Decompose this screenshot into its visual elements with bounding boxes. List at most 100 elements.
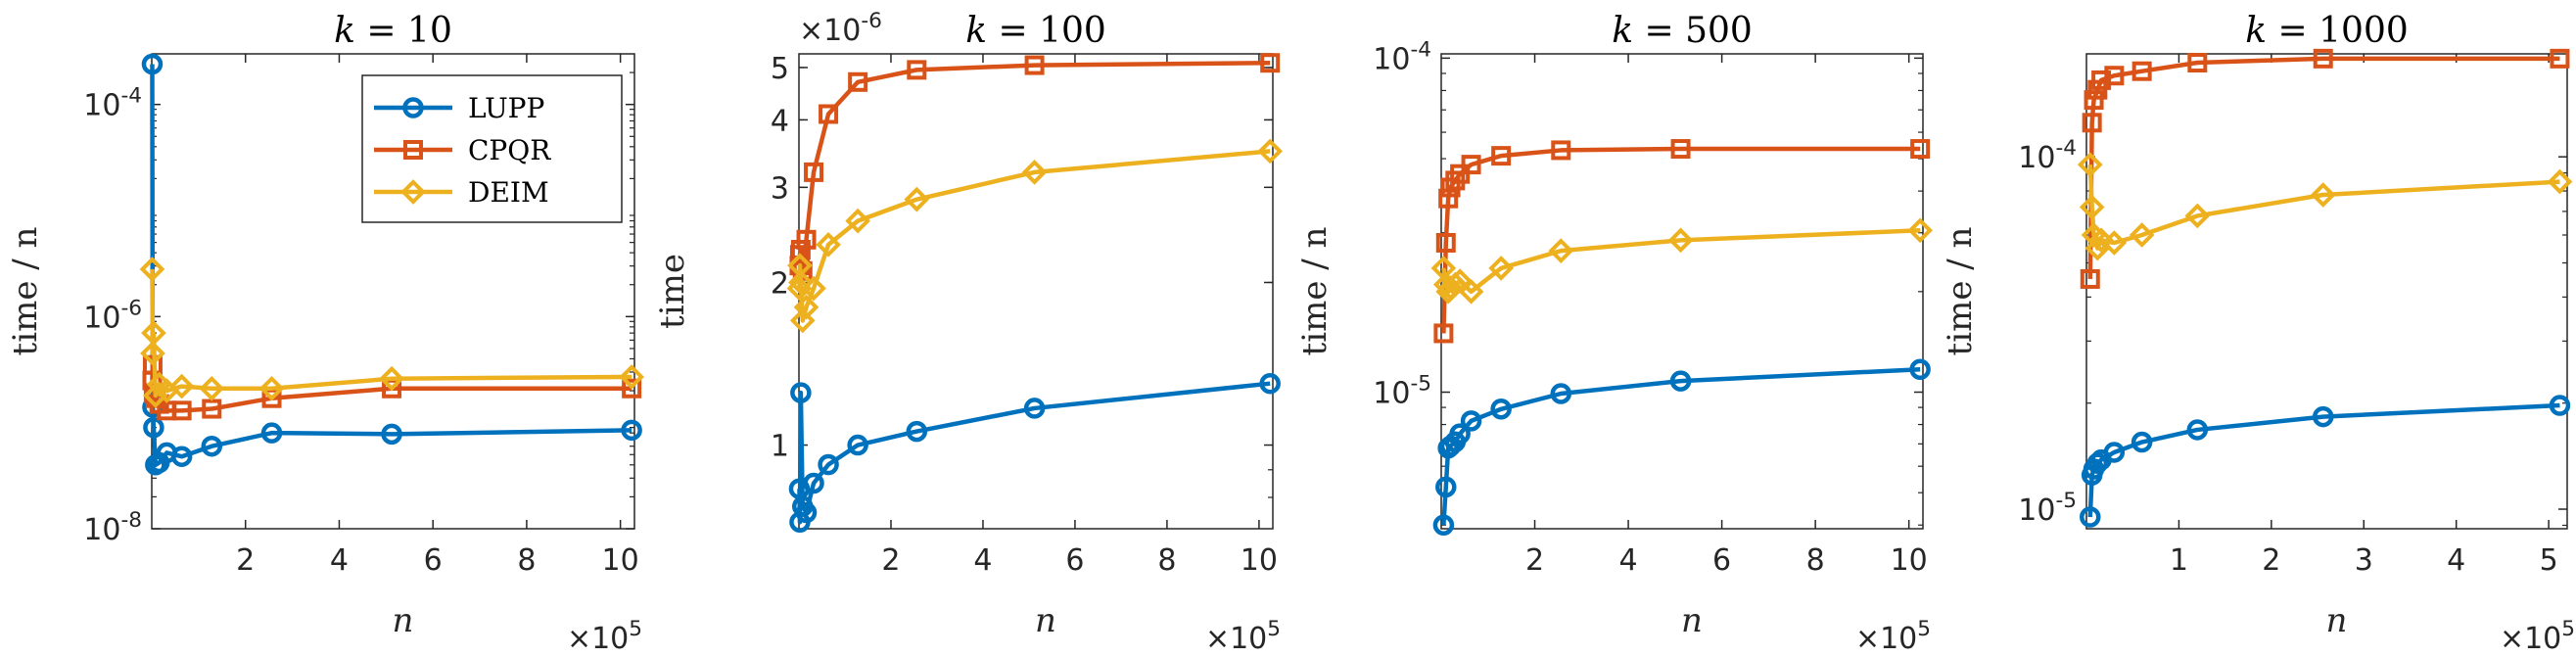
data-point-lupp <box>1490 399 1512 420</box>
data-point-lupp <box>795 501 818 524</box>
x-tick-label: 6 <box>1065 543 1084 578</box>
data-point-lupp <box>141 53 164 75</box>
data-point-deim <box>2129 222 2155 248</box>
data-point-cpqr <box>2104 66 2125 86</box>
series-deim <box>2077 152 2573 261</box>
data-point-lupp <box>170 446 193 467</box>
y-tick-label: 10-5 <box>2018 489 2077 528</box>
x-axis-label: n <box>393 601 414 640</box>
x-tick-label: 4 <box>1619 543 1638 578</box>
data-point-lupp <box>2080 506 2101 528</box>
data-point-lupp <box>1435 476 1457 498</box>
legend-marker <box>403 140 423 160</box>
y-tick-label: 10-4 <box>83 84 142 123</box>
y-multiplier-label: ×10-6 <box>799 9 882 48</box>
data-point-cpqr <box>848 71 868 92</box>
data-point-lupp <box>2103 442 2126 463</box>
data-point-deim <box>2310 182 2336 208</box>
data-point-deim <box>904 186 930 212</box>
data-point-cpqr <box>796 229 817 250</box>
y-tick-label: 2 <box>771 266 789 301</box>
data-point-deim <box>1667 227 1694 254</box>
y-tick-label: 3 <box>771 171 789 206</box>
x-tick-label: 2 <box>2262 543 2280 578</box>
x-axis-label: n <box>2326 601 2348 640</box>
series-lupp <box>788 372 1281 534</box>
data-point-deim <box>140 341 165 366</box>
legend: LUPP CPQR DEIM <box>361 74 623 223</box>
data-point-cpqr <box>2082 113 2102 133</box>
chart-title: k = 10 <box>334 11 452 51</box>
data-point-deim <box>1021 160 1048 185</box>
data-point-lupp <box>1023 398 1046 419</box>
data-point-deim <box>2184 203 2211 229</box>
x-multiplier-label: ×105 <box>1855 617 1931 656</box>
x-tick-label: 2 <box>881 543 900 578</box>
x-tick-label: 2 <box>1525 543 1544 578</box>
chart-title: k = 1000 <box>2245 11 2409 51</box>
data-point-deim <box>199 375 225 401</box>
data-point-lupp <box>1449 423 1471 445</box>
series-line-lupp <box>797 381 1271 525</box>
data-point-lupp <box>2312 405 2334 428</box>
series-deim <box>1430 217 1933 305</box>
series-lupp <box>1432 358 1931 536</box>
y-axis-label: time / n <box>1941 227 1980 356</box>
data-point-cpqr <box>1491 146 1512 166</box>
data-point-cpqr <box>1910 139 1931 160</box>
plot-area-frame <box>798 53 1274 530</box>
data-point-lupp <box>1669 370 1692 392</box>
data-point-lupp <box>818 453 839 476</box>
data-point-deim <box>258 375 285 401</box>
data-point-cpqr <box>2084 90 2104 111</box>
x-multiplier-label: ×105 <box>567 617 642 656</box>
data-point-cpqr <box>907 60 927 80</box>
x-tick-label: 4 <box>2447 543 2465 578</box>
data-point-deim <box>1257 138 1284 164</box>
data-point-cpqr <box>2550 48 2570 69</box>
y-tick-label: 10-4 <box>2018 136 2077 175</box>
data-point-lupp <box>2549 395 2571 416</box>
data-point-deim <box>1458 278 1484 305</box>
y-axis-label: time <box>653 254 692 329</box>
data-point-lupp <box>1460 410 1482 432</box>
series-lupp <box>2080 395 2571 528</box>
y-tick-label: 1 <box>771 430 789 464</box>
data-point-lupp <box>621 419 642 442</box>
x-tick-label: 3 <box>2355 543 2373 578</box>
data-point-cpqr <box>2131 61 2152 81</box>
chart-panel-4: 1 2 3 4 5 10-5 10-4 k = 1000 n ×105 time / n <box>1941 11 2575 656</box>
data-point-cpqr <box>804 162 824 182</box>
data-point-lupp <box>847 434 868 456</box>
chart-panel-3: 2 4 6 8 10 10-5 10-4 k = 500 n ×105 time / n <box>1295 11 1933 656</box>
y-tick-label: 10-8 <box>83 508 142 547</box>
y-tick-label: 10-6 <box>83 296 142 335</box>
series-deim <box>139 257 644 408</box>
chart-title: k = 100 <box>965 11 1106 51</box>
data-point-lupp <box>906 420 928 443</box>
x-tick-label: 10 <box>1241 543 1278 578</box>
data-point-lupp <box>1909 358 1931 380</box>
data-point-deim <box>1488 256 1514 281</box>
series-cpqr <box>2080 48 2570 289</box>
data-point-deim <box>789 307 816 334</box>
legend-marker <box>402 97 424 118</box>
chart-title: k = 500 <box>1612 11 1753 51</box>
x-axis-label: n <box>1681 601 1703 640</box>
plot-area-frame <box>1440 53 1924 530</box>
data-point-lupp <box>2131 431 2153 453</box>
legend-entry-deim: DEIM <box>468 176 549 209</box>
data-point-lupp <box>1259 372 1281 395</box>
data-point-lupp <box>143 416 164 439</box>
x-tick-label: 6 <box>1712 543 1731 578</box>
chart-panel-1: 2 4 6 8 10 10-8 10-6 10-4 k = 10 n ×105 time / n LUP… <box>6 11 644 656</box>
series-lupp <box>141 53 642 476</box>
data-point-lupp <box>803 472 824 494</box>
y-tick-label: 4 <box>771 104 789 138</box>
legend-marker <box>400 179 426 205</box>
y-axis-label: time / n <box>1295 227 1335 356</box>
data-point-lupp <box>1432 514 1455 536</box>
data-point-cpqr <box>2313 48 2333 69</box>
